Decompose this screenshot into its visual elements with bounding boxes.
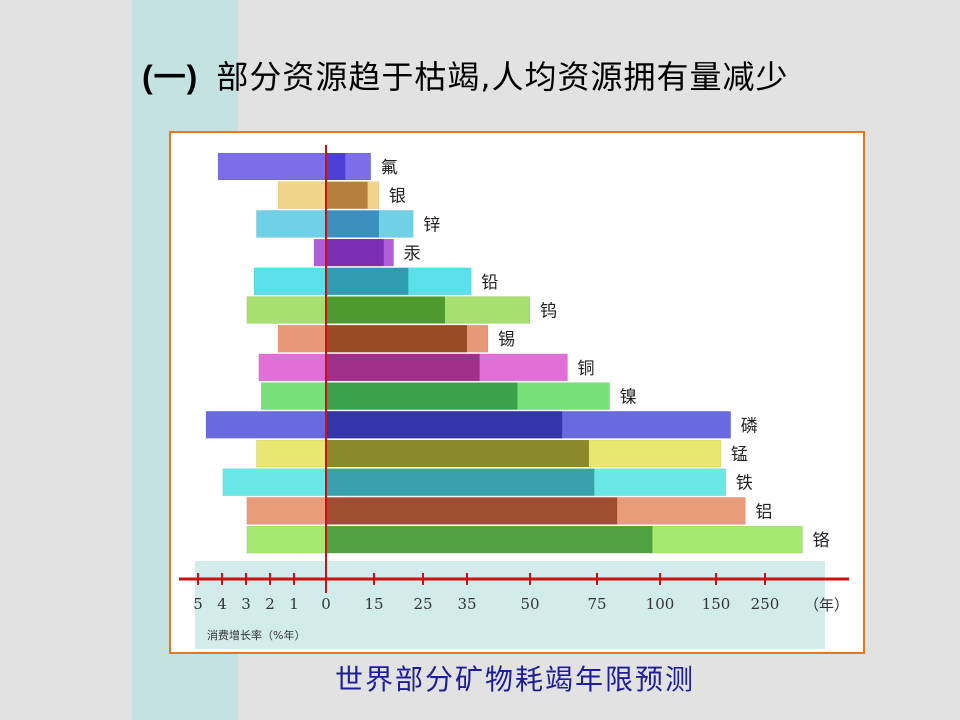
growth-rate-label: 消费增长率（%年）: [207, 628, 305, 642]
mineral-label: 铜: [578, 359, 595, 379]
depletion-bar-short: [326, 153, 346, 180]
depletion-bar-short: [326, 440, 589, 467]
slide-title: (一) 部分资源趋于枯竭,人均资源拥有量减少: [142, 52, 789, 98]
mineral-label: 锌: [423, 215, 440, 235]
left-tick-label: 1: [289, 595, 299, 613]
mineral-label: 铅: [481, 273, 498, 293]
slide-title-number: (一): [142, 59, 199, 95]
growth-bar: [246, 296, 327, 324]
depletion-bar-short: [326, 468, 595, 496]
depletion-bar-short: [326, 239, 384, 267]
slide-title-text: 部分资源趋于枯竭,人均资源拥有量减少: [216, 58, 789, 96]
growth-bar: [277, 181, 327, 209]
right-tick-label: 75: [587, 595, 606, 613]
depletion-bar-short: [326, 296, 445, 324]
growth-bar: [217, 152, 327, 181]
mineral-label: 铝: [755, 502, 772, 522]
growth-bar: [277, 324, 327, 353]
depletion-bar-short: [326, 325, 467, 353]
growth-bar: [222, 468, 327, 496]
left-tick-label: 0: [321, 595, 331, 613]
axis-label-panel: [195, 561, 825, 649]
mineral-label: 锰: [731, 445, 748, 465]
depletion-bar-short: [326, 267, 409, 295]
mineral-label: 锡: [498, 330, 515, 350]
left-tick-label: 3: [241, 595, 251, 613]
chart-frame: 氟银锌汞铅钨锡铜镍磷锰铁铝铬 5 4 3 2 1 0 15 25 35 50 75 100 150 250 （…: [169, 131, 865, 654]
depletion-bar-short: [326, 210, 379, 238]
growth-bar: [256, 210, 327, 238]
growth-bar: [256, 439, 327, 468]
mineral-label: 银: [389, 187, 406, 207]
mineral-label: 汞: [404, 244, 421, 264]
growth-bar: [246, 497, 327, 525]
depletion-bar-short: [326, 353, 480, 381]
mineral-label: 磷: [741, 416, 758, 436]
growth-bar: [205, 411, 327, 439]
right-tick-label: 35: [457, 595, 476, 613]
right-tick-label: 150: [702, 595, 731, 613]
growth-bar: [260, 382, 327, 410]
depletion-bar-short: [326, 497, 618, 525]
right-tick-label: 250: [751, 595, 780, 613]
mineral-label: 氟: [381, 158, 398, 178]
chart-caption: 世界部分矿物耗竭年限预测: [334, 663, 695, 696]
growth-bar: [253, 267, 327, 296]
depletion-bar-short: [326, 181, 368, 209]
left-tick-label: 2: [265, 595, 275, 613]
depletion-bar-short: [326, 526, 653, 554]
left-tick-label: 5: [193, 595, 203, 613]
right-tick-label: 100: [646, 595, 675, 613]
mineral-label: 钨: [540, 302, 557, 322]
mineral-label: 铬: [812, 531, 829, 551]
mineral-label: 铁: [736, 474, 753, 494]
growth-bar: [246, 525, 327, 554]
depletion-bar-short: [326, 411, 563, 439]
growth-bar: [258, 353, 327, 382]
right-tick-label: 15: [364, 595, 383, 613]
depletion-bar-short: [326, 382, 518, 410]
left-tick-label: 4: [217, 595, 227, 613]
mineral-label: 镍: [620, 388, 637, 408]
growth-bar: [313, 238, 327, 267]
right-tick-label: 25: [413, 595, 432, 613]
right-tick-label: 50: [520, 595, 539, 613]
years-unit-label: （年）: [804, 596, 849, 614]
